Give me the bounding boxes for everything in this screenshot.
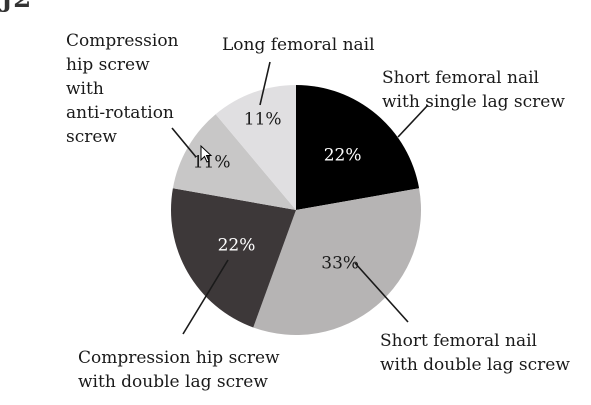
slice-category-line: anti-rotation: [66, 103, 174, 123]
slice-value-label: 22%: [324, 146, 362, 166]
pie-slice: [296, 85, 420, 210]
slice-category-label: Short femoral nail with double lag screw: [380, 331, 570, 375]
slice-value-label: 11%: [193, 152, 231, 172]
leader-line: [259, 61, 271, 106]
leader-line: [397, 104, 429, 138]
slice-category-line: hip screw: [66, 55, 150, 75]
slice-value-label: 22%: [218, 235, 256, 255]
slice-value-label: 33%: [321, 254, 359, 274]
slice-category-line: screw: [66, 127, 117, 147]
slice-category-line: with single lag screw: [382, 92, 565, 112]
leader-line: [354, 262, 409, 323]
slice-category-label: Compression hip screw with anti-rotation scr…: [66, 31, 179, 147]
slice-category-line: Compression: [66, 31, 179, 51]
slice-category-label: Long femoral nail: [222, 35, 375, 55]
slice-category-line: with double lag screw: [78, 372, 268, 392]
slice-value-label: 11%: [244, 109, 282, 129]
leader-line: [171, 127, 197, 158]
slice-category-label: Short femoral nail with single lag screw: [382, 68, 565, 112]
pie-slices: [171, 85, 421, 335]
leader-line: [182, 259, 229, 335]
slice-category-line: Compression hip screw: [78, 348, 280, 368]
mouse-pointer-icon: [200, 144, 213, 163]
slice-category-label: Compression hip screw with double lag scr…: [78, 348, 280, 392]
slice-category-line: Long femoral nail: [222, 35, 375, 55]
slice-category-line: Short femoral nail: [382, 68, 539, 88]
category-labels: Short femoral nail with single lag screwS…: [66, 31, 570, 392]
pie-slice: [215, 85, 296, 210]
pie-slice: [172, 114, 296, 210]
pie-slice: [253, 188, 421, 335]
slice-category-line: with double lag screw: [380, 355, 570, 375]
pie-slice: [171, 188, 296, 328]
slice-category-line: Short femoral nail: [380, 331, 537, 351]
value-labels: 22% 33% 22% 11% 11%: [193, 109, 362, 273]
header-fragment: ƒ2: [0, 0, 31, 14]
leader-lines: [171, 61, 429, 335]
slice-category-line: with: [66, 79, 104, 99]
